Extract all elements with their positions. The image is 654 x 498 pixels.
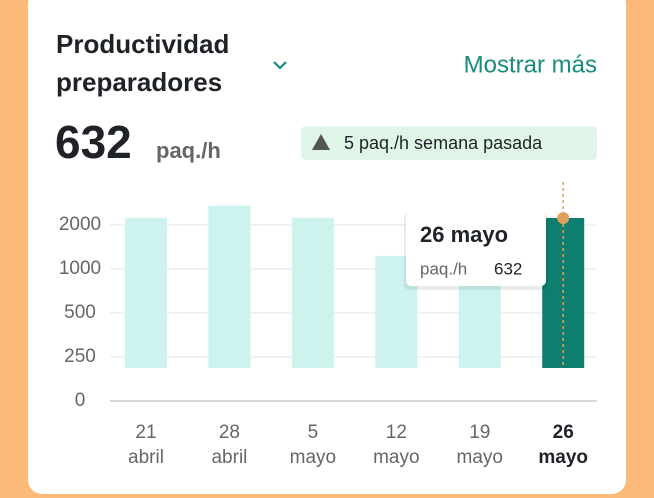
tooltip: 26 mayo paq./h 632 (404, 211, 548, 290)
x-tick-label: 19 (469, 422, 490, 443)
tooltip-box (406, 211, 546, 286)
card-title: Productividad (56, 29, 229, 59)
x-tick-label: 21 (135, 422, 156, 443)
y-tick-label: 500 (64, 302, 96, 323)
y-tick-label: 0 (75, 390, 86, 411)
bar (208, 205, 251, 368)
y-tick-label: 250 (64, 346, 96, 367)
x-tick-label: 26 (553, 422, 574, 443)
up-triangle (312, 134, 330, 150)
y-tick-label: 2000 (59, 214, 101, 235)
bar (125, 217, 167, 368)
tooltip-value: 632 (494, 259, 522, 278)
badge-text: 5 paq./h semana pasada (344, 133, 543, 153)
x-tick-label: mayo (457, 447, 503, 468)
chart: 0 250 500 1000 2000 21 abril 28 abril 5 mayo 12 mayo… (59, 182, 597, 468)
card-title: preparadores (56, 67, 222, 97)
y-tick-label: 1000 (59, 258, 101, 279)
x-tick-label: 12 (386, 422, 407, 443)
hover-dot (557, 211, 570, 224)
kpi-unit: paq./h (156, 138, 221, 163)
dropdown-chevron[interactable] (273, 61, 287, 70)
x-tick-label: mayo (538, 447, 588, 468)
bar (458, 276, 501, 368)
x-tick-label: 5 (308, 422, 319, 443)
x-tick-label: mayo (290, 447, 336, 468)
tooltip-label: paq./h (420, 259, 467, 278)
kpi-value: 632 (55, 116, 132, 168)
tooltip-title: 26 mayo (420, 222, 508, 247)
bar (291, 217, 334, 368)
x-tick-label: mayo (373, 447, 419, 468)
x-tick-label: abril (211, 447, 247, 468)
x-tick-label: abril (128, 447, 164, 468)
show-more-link[interactable]: Mostrar más (464, 51, 597, 78)
x-tick-label: 28 (219, 422, 240, 443)
badge (301, 126, 597, 160)
